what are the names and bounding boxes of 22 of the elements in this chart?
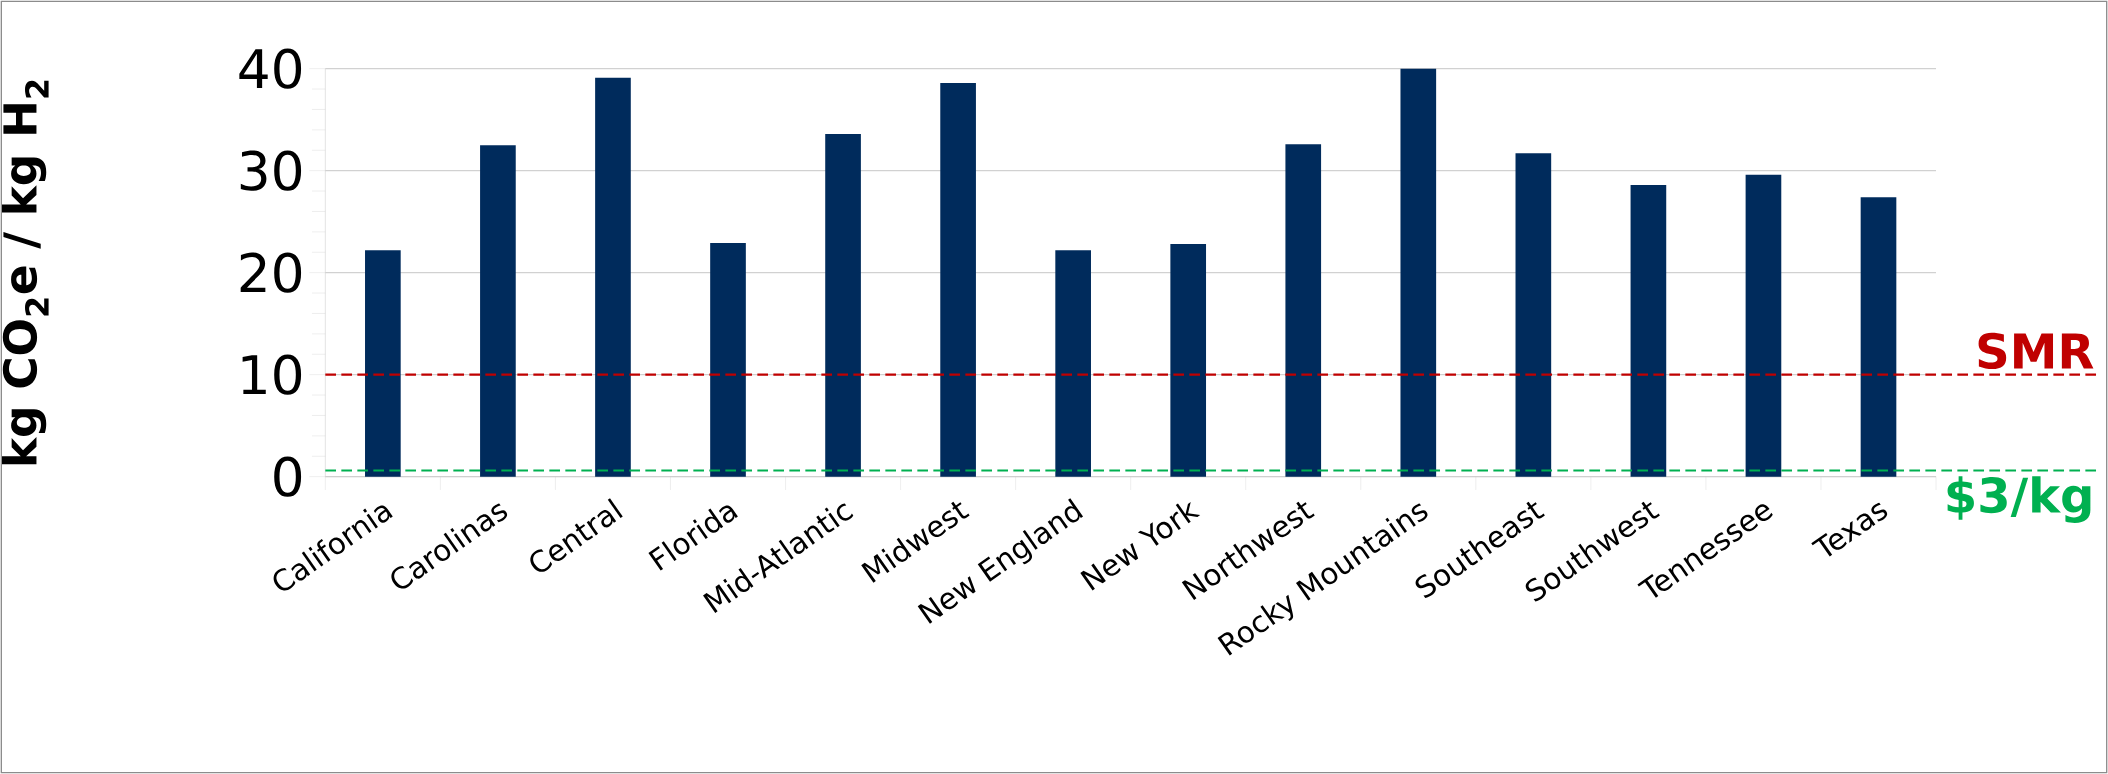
y-tick-label: 10 (242, 354, 302, 395)
bar (940, 82, 976, 477)
ref-line-label: SMR (1978, 332, 2094, 370)
bar (480, 145, 516, 477)
bar (1285, 144, 1322, 477)
bar (1745, 174, 1782, 477)
bar (595, 77, 631, 477)
bar (1860, 197, 1897, 477)
bar (365, 250, 401, 477)
bar (825, 133, 861, 477)
bar (1400, 68, 1437, 477)
y-tick-label: 30 (240, 150, 302, 191)
bar (1170, 244, 1207, 477)
y-axis-title: kg CO$_{2}$e / kg H$_{2}$ (2, 80, 49, 465)
y-tick-label: 20 (240, 252, 302, 293)
y-tick-label: 40 (239, 48, 302, 89)
ref-line-label: $3/kg (1947, 476, 2091, 523)
bar (1055, 250, 1091, 477)
bar (710, 243, 746, 477)
y-tick-label: 0 (274, 456, 302, 497)
bar (1630, 184, 1667, 477)
bar (1515, 153, 1552, 477)
